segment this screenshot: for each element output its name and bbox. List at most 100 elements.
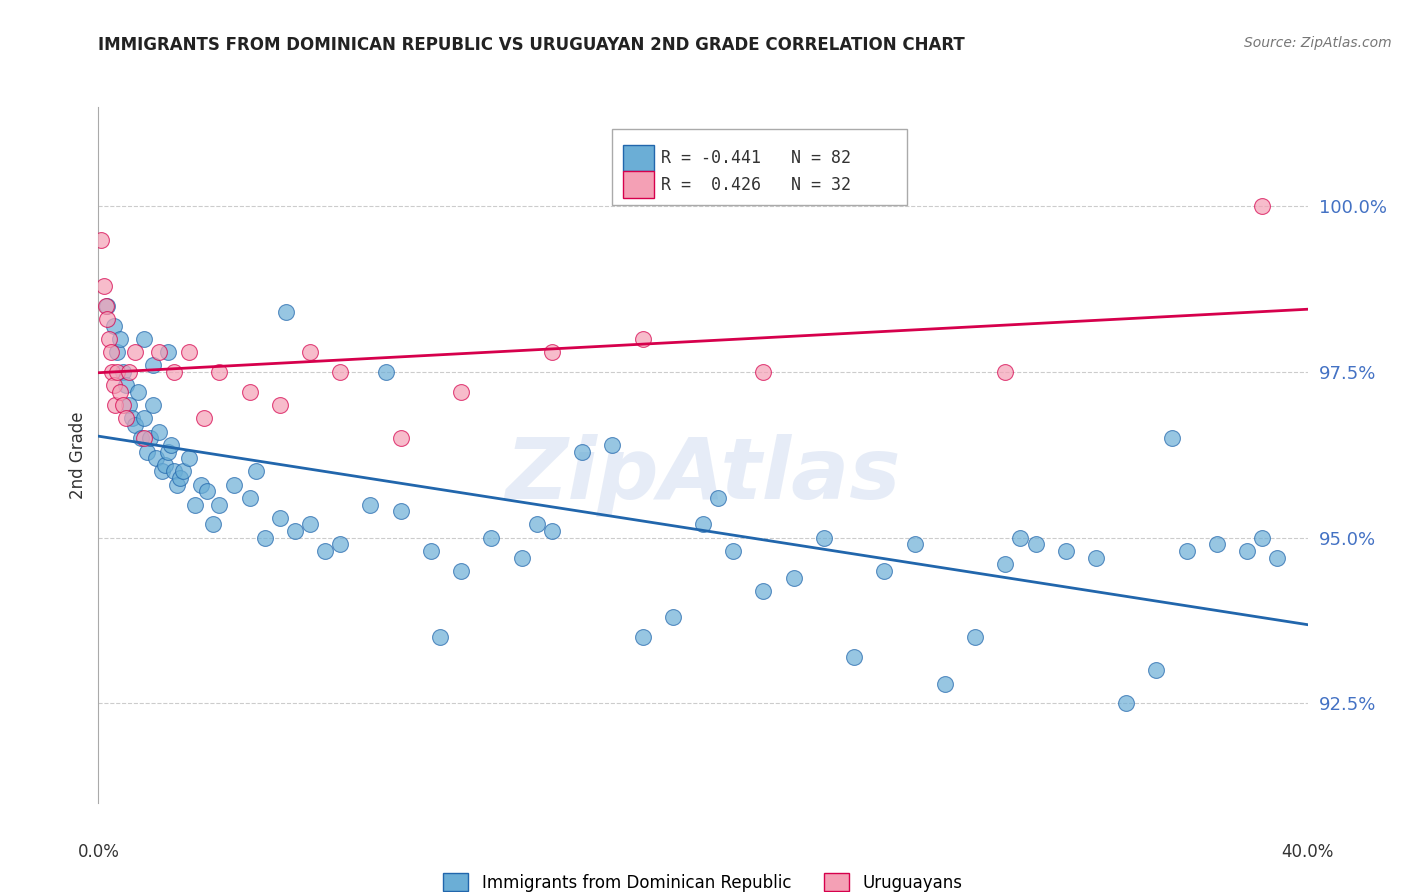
Point xyxy=(389,504,412,518)
Point xyxy=(163,465,186,479)
Point xyxy=(224,477,246,491)
Point xyxy=(104,398,127,412)
Point xyxy=(329,365,352,379)
Point xyxy=(284,524,307,538)
Point xyxy=(105,345,128,359)
Point xyxy=(111,365,134,379)
Point xyxy=(965,630,987,644)
Point xyxy=(239,491,262,505)
Point xyxy=(602,438,624,452)
Point xyxy=(374,365,396,379)
Point xyxy=(179,451,201,466)
Point xyxy=(239,384,262,399)
Point xyxy=(299,345,322,359)
Point xyxy=(274,305,297,319)
Point xyxy=(994,558,1017,572)
Point xyxy=(314,544,336,558)
Point xyxy=(1010,531,1032,545)
Point xyxy=(94,299,117,313)
Point xyxy=(160,438,183,452)
Point xyxy=(150,465,173,479)
Text: ZipAtlas: ZipAtlas xyxy=(505,434,901,517)
Point xyxy=(105,365,128,379)
Point xyxy=(752,365,775,379)
Point xyxy=(202,517,225,532)
Point xyxy=(121,411,143,425)
Point xyxy=(541,345,564,359)
Point xyxy=(1236,544,1258,558)
Point xyxy=(148,425,170,439)
Text: Source: ZipAtlas.com: Source: ZipAtlas.com xyxy=(1244,36,1392,50)
Text: IMMIGRANTS FROM DOMINICAN REPUBLIC VS URUGUAYAN 2ND GRADE CORRELATION CHART: IMMIGRANTS FROM DOMINICAN REPUBLIC VS UR… xyxy=(98,36,965,54)
Point xyxy=(269,398,291,412)
Point xyxy=(111,398,134,412)
Point xyxy=(813,531,835,545)
Point xyxy=(118,398,141,412)
Point xyxy=(360,498,382,512)
Point xyxy=(1160,431,1182,445)
Point xyxy=(631,630,654,644)
Point xyxy=(142,398,165,412)
Point xyxy=(93,279,115,293)
Point xyxy=(904,537,927,551)
Point xyxy=(148,345,170,359)
Point xyxy=(124,418,146,433)
Point xyxy=(103,318,125,333)
Point xyxy=(108,332,131,346)
Point xyxy=(420,544,443,558)
Point xyxy=(662,610,685,624)
Point xyxy=(132,431,155,445)
Point xyxy=(253,531,276,545)
Point xyxy=(1206,537,1229,551)
Point xyxy=(873,564,896,578)
Point xyxy=(510,550,533,565)
Point xyxy=(389,431,412,445)
Point xyxy=(127,384,149,399)
Point xyxy=(299,517,322,532)
Point xyxy=(1267,550,1289,565)
Point xyxy=(631,332,654,346)
Point xyxy=(481,531,503,545)
Point xyxy=(844,650,866,665)
Point xyxy=(571,444,593,458)
Point xyxy=(108,384,131,399)
Y-axis label: 2nd Grade: 2nd Grade xyxy=(69,411,87,499)
Point xyxy=(450,564,472,578)
Point xyxy=(541,524,564,538)
Point xyxy=(166,477,188,491)
Point xyxy=(429,630,451,644)
Point xyxy=(169,471,191,485)
Point xyxy=(783,570,806,584)
Point xyxy=(1115,697,1137,711)
Legend: Immigrants from Dominican Republic, Uruguayans: Immigrants from Dominican Republic, Urug… xyxy=(437,867,969,892)
Point xyxy=(723,544,745,558)
Point xyxy=(132,411,155,425)
Text: 40.0%: 40.0% xyxy=(1281,843,1334,861)
Point xyxy=(153,458,176,472)
Point xyxy=(101,365,124,379)
Point xyxy=(934,676,956,690)
Point xyxy=(1175,544,1198,558)
Point xyxy=(98,332,121,346)
Point xyxy=(269,511,291,525)
Point xyxy=(132,332,155,346)
Point xyxy=(1085,550,1108,565)
Point xyxy=(179,345,201,359)
Point xyxy=(96,299,118,313)
Point xyxy=(1146,663,1168,677)
Point xyxy=(208,365,231,379)
Point xyxy=(135,444,157,458)
Point xyxy=(1251,199,1274,213)
Point xyxy=(707,491,730,505)
Point xyxy=(526,517,548,532)
Point xyxy=(124,345,146,359)
Point xyxy=(329,537,352,551)
Point xyxy=(245,465,267,479)
Point xyxy=(114,411,136,425)
Text: R = -0.441   N = 82: R = -0.441 N = 82 xyxy=(661,149,851,167)
Point xyxy=(145,451,167,466)
Point xyxy=(139,431,162,445)
Point xyxy=(142,359,165,373)
Point xyxy=(692,517,714,532)
Point xyxy=(156,345,179,359)
